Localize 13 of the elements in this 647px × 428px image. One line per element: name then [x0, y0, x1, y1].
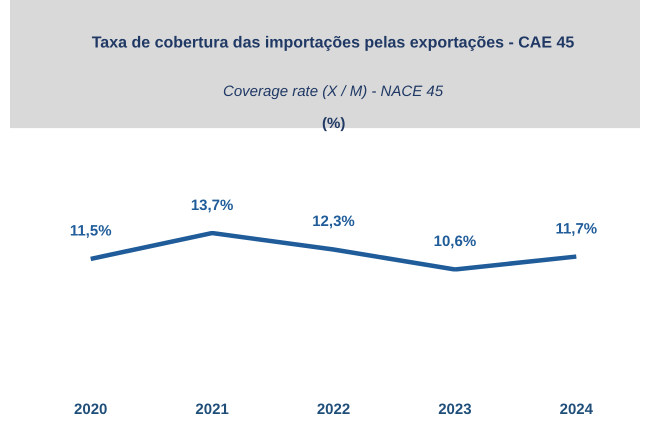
data-label: 13,7%	[190, 196, 234, 214]
x-tick-label: 2022	[316, 401, 350, 418]
data-label: 10,6%	[434, 233, 476, 250]
x-tick-label: 2024	[560, 401, 594, 418]
data-label: 12,3%	[312, 213, 355, 230]
x-tick-label: 2023	[438, 401, 472, 418]
data-label: 11,7%	[555, 220, 598, 238]
data-label: 11,5%	[70, 222, 112, 240]
text: (%)	[322, 115, 346, 132]
x-tick-label: 2021	[195, 401, 229, 418]
chart-subtitle: Coverage rate (X / M) - NACE 45	[223, 83, 444, 100]
chart-title: Taxa de cobertura das importações pelas exportações - CAE 45	[92, 34, 574, 52]
x-tick-label: 2020	[74, 401, 108, 418]
